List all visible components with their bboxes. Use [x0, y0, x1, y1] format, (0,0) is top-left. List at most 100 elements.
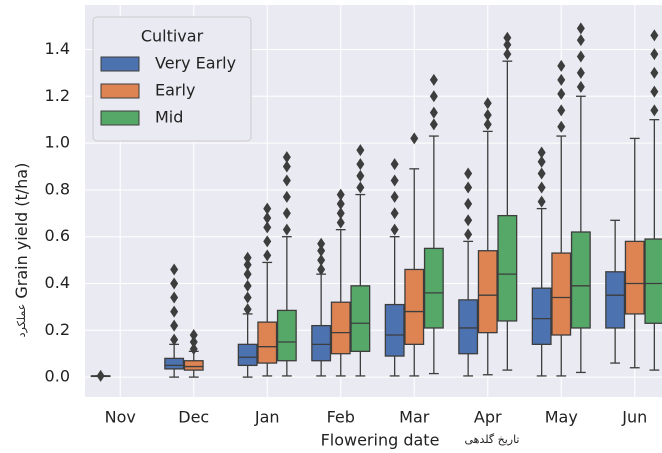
outlier [282, 223, 291, 236]
y-axis-label-en: Grain yield (t/ha) [12, 163, 31, 299]
box-body [605, 271, 626, 329]
box-body [404, 268, 425, 345]
box [644, 29, 662, 371]
box [350, 144, 371, 377]
outlier [356, 181, 365, 194]
outlier [96, 369, 105, 382]
outlier [537, 155, 546, 168]
outlier [464, 167, 473, 180]
outlier [576, 22, 585, 35]
y-axis-label-fa: عملکرد [15, 304, 28, 338]
box-body [183, 360, 204, 371]
box [605, 219, 626, 364]
box-body [531, 287, 552, 345]
box [164, 263, 185, 378]
outlier [650, 29, 659, 42]
outlier [576, 80, 585, 93]
outlier [650, 48, 659, 61]
legend: Cultivar Very Early Early Mid [92, 16, 252, 142]
box [384, 158, 405, 377]
outlier [503, 38, 512, 51]
outlier [263, 202, 272, 215]
box [330, 188, 351, 377]
outlier [390, 158, 399, 171]
outlier [243, 268, 252, 281]
x-tick-label: May [545, 408, 578, 427]
outlier [317, 263, 326, 276]
x-tick-label: Mar [399, 408, 430, 427]
outlier [282, 174, 291, 187]
outlier [410, 132, 419, 145]
box-body [570, 231, 591, 329]
box [237, 251, 258, 378]
outlier [317, 244, 326, 257]
box-body [477, 250, 498, 334]
box-body [276, 309, 297, 362]
outlier [189, 336, 198, 349]
outlier [282, 151, 291, 164]
box [570, 22, 591, 374]
outlier [336, 197, 345, 210]
x-axis-label-fa: تاریخ گلدهی [464, 433, 519, 446]
outlier [557, 104, 566, 117]
x-tick-label: Dec [178, 408, 209, 427]
outlier [356, 158, 365, 171]
outlier [576, 66, 585, 79]
box-body [257, 321, 278, 364]
box [531, 146, 552, 377]
box [311, 237, 332, 377]
outlier [243, 279, 252, 292]
outlier [537, 146, 546, 159]
x-tick-label: Jun [621, 408, 647, 427]
outlier [429, 106, 438, 119]
outlier [263, 235, 272, 248]
box-body [458, 299, 479, 355]
outlier [464, 214, 473, 227]
outlier [170, 305, 179, 318]
outlier [170, 319, 179, 332]
outlier [557, 59, 566, 72]
outlier [189, 343, 198, 356]
outlier [189, 328, 198, 341]
outlier [483, 118, 492, 131]
box-body [330, 301, 351, 355]
outlier [390, 223, 399, 236]
outlier [282, 190, 291, 203]
outlier [263, 211, 272, 224]
outlier [336, 188, 345, 201]
box-body [551, 252, 572, 336]
box [183, 328, 204, 378]
outlier [557, 73, 566, 86]
box-body [644, 238, 662, 324]
y-tick-label: 0.0 [45, 367, 70, 386]
box-body [624, 240, 645, 315]
outlier [537, 195, 546, 208]
outlier [170, 333, 179, 346]
box [624, 137, 645, 369]
y-tick-label: 1.0 [45, 133, 70, 152]
outlier [282, 207, 291, 220]
box-body [350, 285, 371, 353]
outlier [390, 207, 399, 220]
x-tick-label: Jan [254, 408, 280, 427]
outlier [429, 73, 438, 86]
outlier [650, 85, 659, 98]
y-tick-label: 0.6 [45, 226, 70, 245]
legend-title: Cultivar [141, 27, 204, 46]
box [90, 369, 111, 382]
y-axis-label: عملکرد Grain yield (t/ha) [12, 163, 31, 338]
box-body [497, 214, 518, 322]
legend-swatch [100, 56, 140, 72]
legend-label: Mid [155, 108, 183, 127]
outlier [356, 169, 365, 182]
outlier [483, 108, 492, 121]
legend-swatch [100, 83, 140, 99]
outlier [576, 50, 585, 63]
outlier [390, 174, 399, 187]
outlier [464, 228, 473, 241]
box [551, 59, 572, 377]
outlier [243, 258, 252, 271]
box [404, 132, 425, 377]
x-tick-label: Nov [105, 408, 136, 427]
box [276, 151, 297, 377]
